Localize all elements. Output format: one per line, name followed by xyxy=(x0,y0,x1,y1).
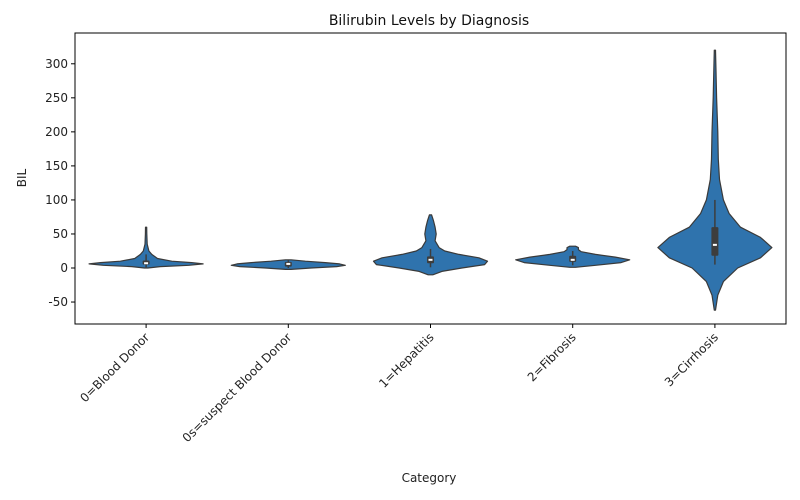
y-tick-label: -50 xyxy=(48,295,68,309)
violin-group xyxy=(657,49,773,311)
median-marker xyxy=(144,262,149,265)
violin-body xyxy=(372,214,489,276)
x-axis-title: Category xyxy=(402,471,457,485)
violin-group xyxy=(515,245,631,268)
iqr-box xyxy=(711,227,719,256)
violin-body xyxy=(657,49,773,311)
y-tick-label: 200 xyxy=(45,125,68,139)
violin-group xyxy=(372,214,489,276)
y-tick-label: 250 xyxy=(45,91,68,105)
median-marker xyxy=(428,258,433,261)
y-tick-label: 100 xyxy=(45,193,68,207)
median-marker xyxy=(570,258,575,261)
iqr-box xyxy=(569,255,577,262)
plot-area xyxy=(88,49,773,311)
y-axis-title: BIL xyxy=(15,168,29,187)
violin-body xyxy=(88,226,204,269)
y-tick-label: 50 xyxy=(53,227,68,241)
median-marker xyxy=(286,262,291,265)
median-marker xyxy=(712,243,717,246)
y-tick-label: 0 xyxy=(60,261,68,275)
y-tick-label: 150 xyxy=(45,159,68,173)
y-tick-label: 300 xyxy=(45,57,68,71)
violin-group xyxy=(88,226,204,269)
violin-group xyxy=(230,259,346,270)
chart-title: Bilirubin Levels by Diagnosis xyxy=(329,13,529,29)
